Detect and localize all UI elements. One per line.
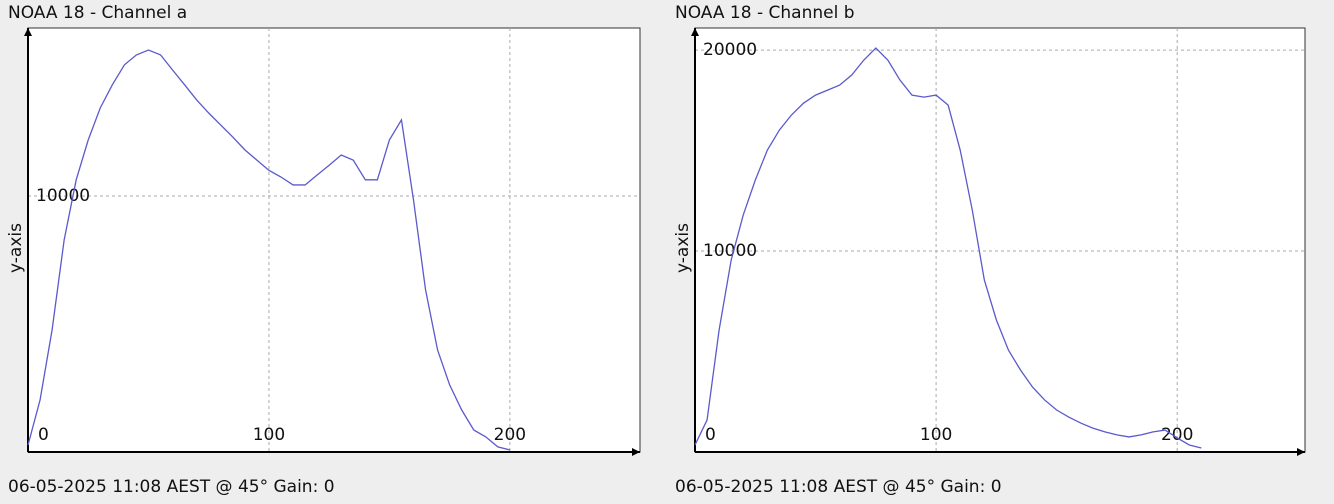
footer: 06-05-2025 11:08 AEST @ 45° Gain: 0 bbox=[8, 477, 335, 497]
arrow bbox=[632, 448, 640, 456]
chart-title: NOAA 18 - Channel a bbox=[8, 3, 187, 23]
chart: NOAA 18 - Channel b 06-05-2025 11:08 AEST… bbox=[673, 3, 1306, 497]
y-tick-label: 10000 bbox=[703, 241, 757, 261]
y-tick-label: 10000 bbox=[36, 186, 90, 206]
y-tick-label: 20000 bbox=[703, 40, 757, 60]
arrow bbox=[1297, 448, 1305, 456]
plot-area bbox=[694, 27, 1306, 453]
y-axis-label: y-axis bbox=[673, 223, 693, 273]
x-tick-label: 100 bbox=[920, 425, 952, 445]
arrow bbox=[24, 28, 32, 36]
arrow bbox=[691, 28, 699, 36]
footer: 06-05-2025 11:08 AEST @ 45° Gain: 0 bbox=[675, 477, 1002, 497]
chart-title: NOAA 18 - Channel b bbox=[675, 3, 855, 23]
x-tick-label: 200 bbox=[1161, 425, 1193, 445]
data-line bbox=[694, 47, 1202, 449]
x-tick-label: 0 bbox=[38, 425, 49, 445]
data-line bbox=[27, 49, 511, 451]
x-tick-label: 0 bbox=[705, 425, 716, 445]
y-axis-label: y-axis bbox=[6, 223, 26, 273]
x-tick-label: 200 bbox=[494, 425, 526, 445]
x-tick-label: 100 bbox=[253, 425, 285, 445]
plot-area bbox=[27, 27, 641, 453]
chart: NOAA 18 - Channel a 06-05-2025 11:08 AEST… bbox=[6, 3, 641, 497]
